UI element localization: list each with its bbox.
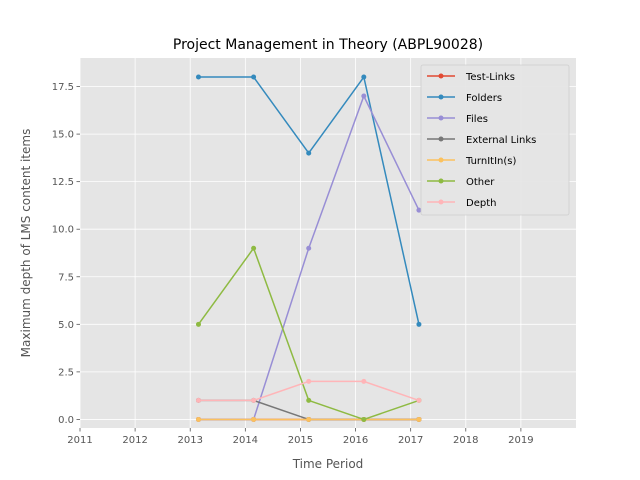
data-point-folders (251, 74, 257, 80)
data-point-depth (416, 397, 422, 403)
y-tick-label: 12.5 (52, 177, 74, 188)
data-point-other (361, 416, 367, 422)
data-point-folders (361, 74, 367, 80)
legend: Test-Links Folders Files External Links Turn… (420, 64, 570, 216)
data-point-turnitin-s (306, 416, 312, 422)
x-tick-label: 2015 (288, 435, 313, 446)
x-axis-label: Time Period (292, 457, 364, 471)
legend-item-files: Files (427, 114, 488, 125)
data-point-depth (195, 397, 201, 403)
data-point-other (251, 245, 257, 251)
data-point-files (361, 93, 367, 99)
legend-label: Files (466, 114, 488, 125)
data-point-folders (195, 74, 201, 80)
data-point-depth (306, 378, 312, 384)
y-tick-label: 2.5 (58, 367, 74, 378)
legend-label: Depth (466, 198, 496, 209)
data-point-depth (251, 397, 257, 403)
legend-item-other: Other (427, 177, 495, 188)
x-tick-label: 2013 (177, 435, 202, 446)
y-tick-label: 7.5 (58, 272, 74, 283)
data-point-turnitin-s (251, 416, 257, 422)
data-point-other (195, 321, 201, 327)
y-tick-label: 15.0 (52, 130, 74, 141)
y-tick-label: 0.0 (58, 415, 74, 426)
data-point-files (306, 245, 312, 251)
x-tick-label: 2011 (67, 435, 92, 446)
x-axis-ticks: 2011 2012 2013 2014 2015 2016 2017 2018 2019 (67, 428, 534, 446)
data-point-turnitin-s (195, 416, 201, 422)
x-tick-label: 2019 (508, 435, 533, 446)
legend-label: Test-Links (465, 72, 515, 83)
data-point-files (416, 207, 422, 213)
legend-label: External Links (466, 135, 536, 146)
data-point-folders (416, 321, 422, 327)
legend-marker (438, 157, 444, 163)
series-depth (195, 378, 422, 403)
series-turnitin-s (195, 416, 422, 422)
legend-marker (438, 136, 444, 142)
x-tick-label: 2018 (453, 435, 478, 446)
data-point-other (306, 397, 312, 403)
legend-item-turnitin-s: TurnItIn(s) (427, 156, 516, 167)
y-axis-label: Maximum depth of LMS content items (19, 129, 33, 358)
legend-label: TurnItIn(s) (465, 156, 516, 167)
y-tick-label: 5.0 (58, 320, 74, 331)
x-tick-label: 2017 (398, 435, 423, 446)
data-point-turnitin-s (416, 416, 422, 422)
y-axis-ticks: 0.0 2.5 5.0 7.5 10.0 12.5 15.0 17.5 (52, 82, 80, 426)
series-lines (195, 74, 422, 422)
x-tick-label: 2012 (122, 435, 147, 446)
data-point-folders (306, 150, 312, 156)
x-tick-label: 2014 (233, 435, 258, 446)
legend-item-test-links: Test-Links (427, 72, 515, 83)
legend-marker (438, 94, 444, 100)
series-folders (195, 74, 422, 327)
x-tick-label: 2016 (343, 435, 368, 446)
legend-marker (438, 178, 444, 184)
data-point-depth (361, 378, 367, 384)
y-tick-label: 10.0 (52, 225, 74, 236)
legend-label: Other (466, 177, 495, 188)
y-tick-label: 17.5 (52, 82, 74, 93)
legend-item-depth: Depth (427, 198, 496, 209)
legend-marker (438, 73, 444, 79)
legend-box (420, 64, 570, 216)
legend-marker (438, 115, 444, 121)
legend-item-folders: Folders (427, 93, 502, 104)
legend-item-external-links: External Links (427, 135, 536, 146)
chart-title: Project Management in Theory (ABPL90028) (173, 37, 483, 53)
legend-label: Folders (466, 93, 502, 104)
legend-marker (438, 199, 444, 205)
